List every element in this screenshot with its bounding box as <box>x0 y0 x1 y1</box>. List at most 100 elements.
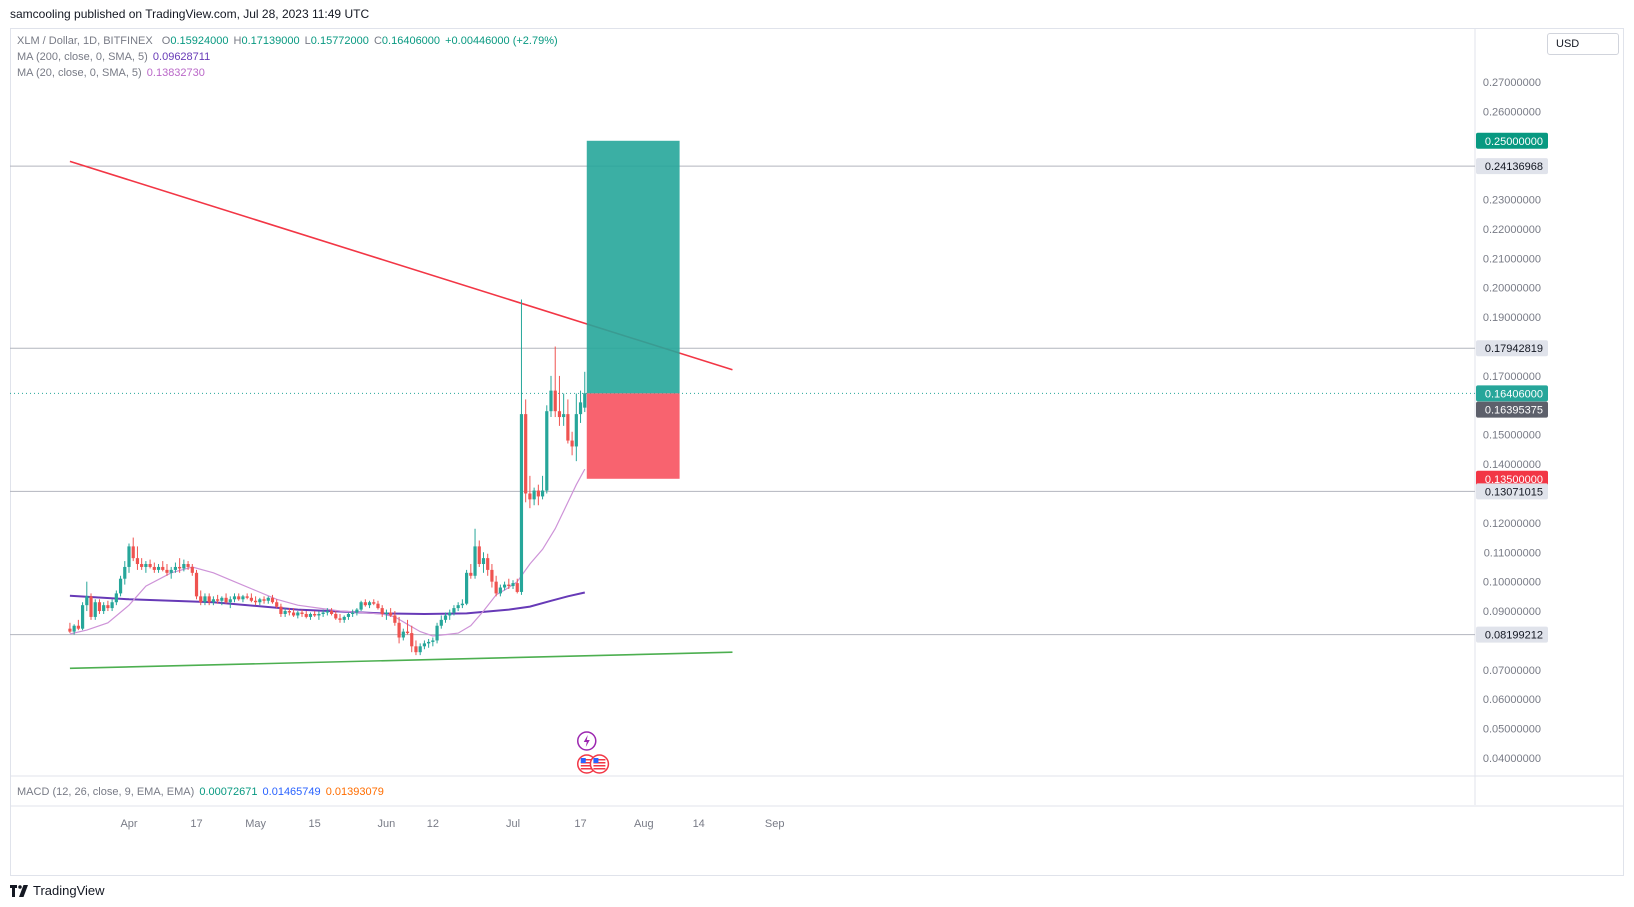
price-tick-label: 0.04000000 <box>1483 753 1541 765</box>
candle-body <box>262 599 266 601</box>
price-tick-label: 0.26000000 <box>1483 106 1541 118</box>
candle <box>583 371 587 413</box>
price-label-stop: 0.13500000 <box>1476 470 1548 487</box>
candle-body <box>173 566 178 570</box>
candle <box>140 558 144 570</box>
candle-body <box>123 566 127 579</box>
price-tick-label: 0.23000000 <box>1483 195 1541 207</box>
candle-body <box>287 611 291 613</box>
candle <box>291 608 296 617</box>
candle <box>283 608 287 617</box>
candle <box>317 611 321 620</box>
candle-body <box>511 583 515 587</box>
candle-body <box>321 612 325 614</box>
candle <box>254 596 258 606</box>
candle <box>152 562 156 573</box>
candle <box>279 603 283 617</box>
low-label: L <box>304 35 311 47</box>
flag-canton <box>580 758 586 763</box>
candle <box>363 599 367 607</box>
candle-body <box>578 402 583 415</box>
candle <box>262 596 266 604</box>
ma20-legend: MA (20, close, 0, SMA, 5) 0.13832730 <box>17 67 207 79</box>
candle-body <box>393 615 397 623</box>
candle-body <box>270 597 275 603</box>
candle-body <box>443 615 448 620</box>
candle <box>355 608 359 616</box>
candle <box>359 600 363 612</box>
price-label-bg <box>1476 340 1548 357</box>
candle <box>266 596 270 604</box>
candle-body <box>178 566 182 569</box>
currency-button[interactable]: USD <box>1547 33 1619 55</box>
flag-stripe <box>593 768 606 770</box>
candle-body <box>536 490 540 497</box>
candle-body <box>190 566 194 573</box>
candle-body <box>477 546 481 565</box>
price-label-text: 0.16406000 <box>1485 388 1543 400</box>
candle <box>102 602 106 614</box>
candle-body <box>519 414 524 592</box>
candle-body <box>266 597 270 601</box>
candle <box>178 558 182 573</box>
candle-body <box>283 611 287 614</box>
candle <box>405 619 410 635</box>
price-label-text: 0.13500000 <box>1485 474 1543 486</box>
candle <box>507 578 511 589</box>
candle-body <box>422 643 426 647</box>
candle <box>308 612 313 620</box>
candle-body <box>439 619 443 626</box>
time-tick-label: Sep <box>765 818 785 830</box>
candle-body <box>258 599 262 603</box>
candle <box>300 609 304 617</box>
long-position-tool <box>586 140 680 479</box>
candle <box>329 608 334 616</box>
candle <box>401 628 405 641</box>
price-tick-label: 0.21000000 <box>1483 253 1541 265</box>
macd-label: MACD (12, 26, close, 9, EMA, EMA) <box>17 786 195 798</box>
price-tick-label: 0.22000000 <box>1483 224 1541 236</box>
candle-body <box>389 612 393 616</box>
price-tick-label: 0.05000000 <box>1483 724 1541 736</box>
candle-body <box>207 596 211 603</box>
candle <box>258 597 262 606</box>
time-tick-label: Jun <box>378 818 396 830</box>
high-value: 0.17139000 <box>241 35 300 47</box>
candles <box>68 299 587 656</box>
candle <box>106 600 110 612</box>
candle-body <box>211 599 215 603</box>
candle <box>384 609 389 620</box>
candle <box>173 562 178 573</box>
candle <box>397 616 401 644</box>
candle-body <box>549 390 553 412</box>
candle-body <box>384 612 389 614</box>
price-label-text: 0.17942819 <box>1485 343 1543 355</box>
candle-body <box>334 613 338 619</box>
price-tick-label: 0.07000000 <box>1483 665 1541 677</box>
candle-body <box>80 605 85 629</box>
candle <box>275 599 279 609</box>
candle-body <box>325 611 329 613</box>
price-label-bg <box>1476 158 1548 175</box>
candle <box>270 594 275 604</box>
candle <box>422 640 426 650</box>
candle <box>566 399 570 444</box>
ma20-value: 0.13832730 <box>146 67 205 79</box>
candle <box>393 611 397 626</box>
flag-stripe <box>580 759 593 761</box>
candle-body <box>68 628 72 632</box>
high-label: H <box>233 35 242 47</box>
candle-body <box>216 599 220 601</box>
candle-body <box>275 602 279 607</box>
candle <box>578 390 583 423</box>
tradingview-logo[interactable]: TradingView <box>10 883 105 898</box>
candle <box>144 561 148 573</box>
price-label-level: 0.08199212 <box>1476 626 1548 643</box>
candle <box>76 619 80 631</box>
candle-body <box>85 596 89 606</box>
candle-body <box>220 597 224 601</box>
candle <box>553 346 557 418</box>
candle <box>465 569 469 606</box>
macd-value-2: 0.01465749 <box>262 786 321 798</box>
